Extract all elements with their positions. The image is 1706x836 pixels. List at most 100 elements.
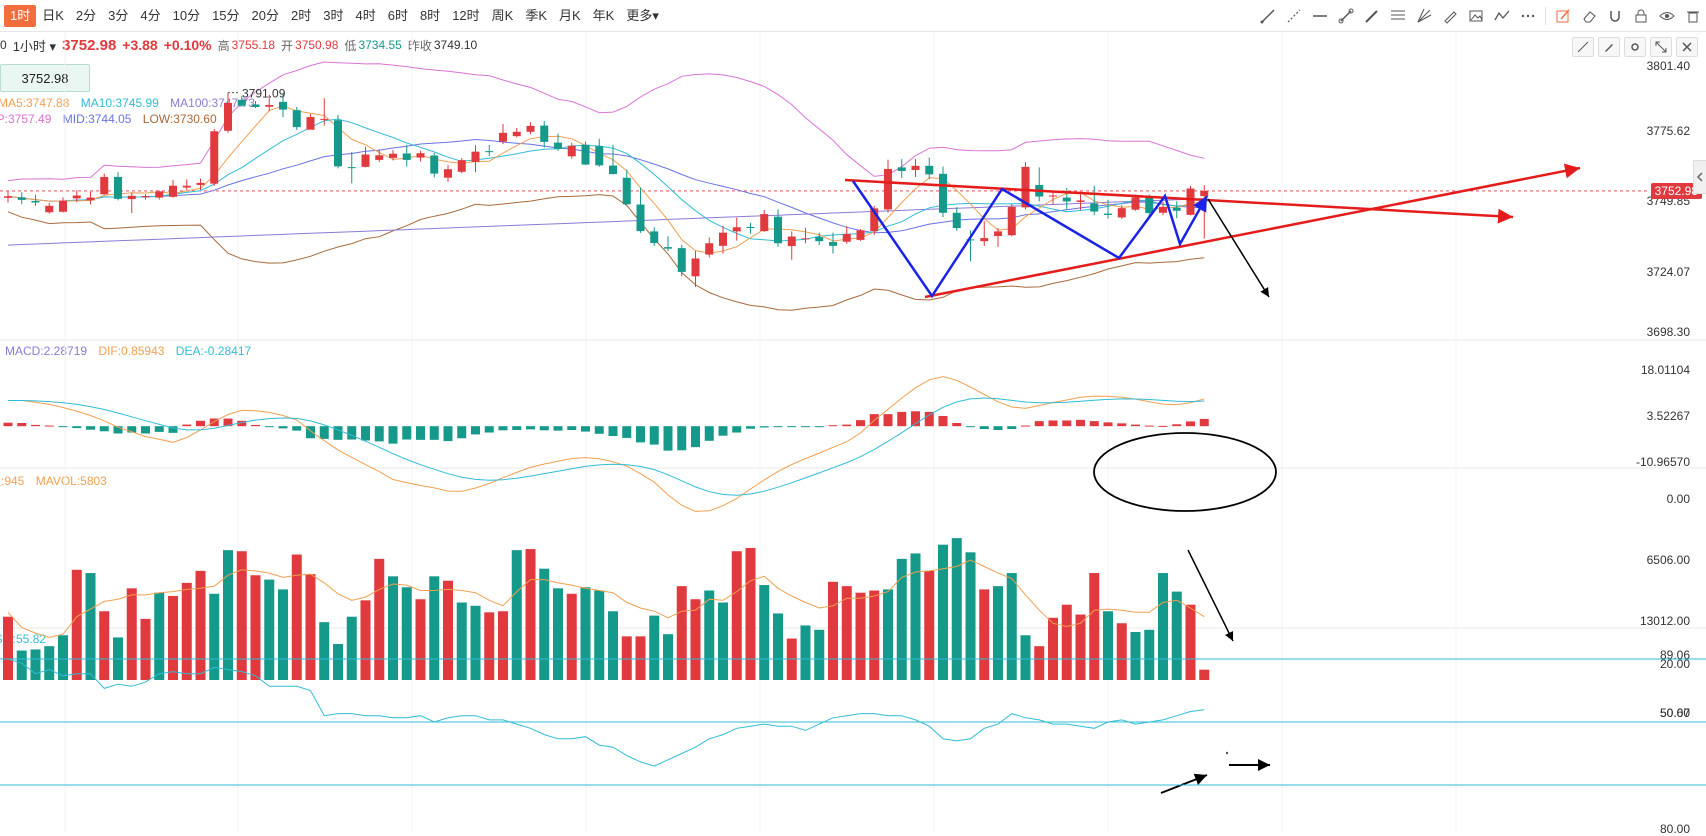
candle-body bbox=[114, 176, 122, 199]
macd-histogram-bar bbox=[966, 426, 975, 428]
volume-bar bbox=[16, 650, 27, 680]
macd-histogram-bar bbox=[1172, 424, 1182, 427]
macd-histogram-bar bbox=[471, 426, 480, 435]
timeframe-tab[interactable]: 6时 bbox=[387, 7, 408, 23]
open-value: 3750.98 bbox=[295, 38, 339, 52]
timeframe-tab[interactable]: 1时 bbox=[4, 4, 37, 27]
image-icon[interactable] bbox=[1463, 5, 1489, 27]
volume-bar bbox=[429, 576, 440, 680]
timeframe-tab[interactable]: 12时 bbox=[452, 7, 480, 23]
timeframe-tab[interactable]: 周K bbox=[491, 7, 514, 23]
macd-histogram-bar bbox=[883, 414, 893, 427]
brush-icon[interactable] bbox=[1437, 5, 1463, 27]
volume-bar bbox=[594, 590, 605, 680]
macd-histogram-bar bbox=[374, 426, 384, 442]
timeframe-tab[interactable]: 20分 bbox=[251, 7, 280, 23]
wave-icon[interactable] bbox=[1489, 5, 1515, 27]
trash-icon[interactable] bbox=[1680, 5, 1706, 27]
candle-body bbox=[1117, 208, 1126, 218]
macd-histogram-bar bbox=[1131, 424, 1140, 427]
timeframe-tab[interactable]: 2分 bbox=[75, 7, 97, 23]
price-change-pct: +0.10% bbox=[163, 37, 212, 53]
ray-line-icon[interactable] bbox=[1255, 5, 1281, 27]
magnet-icon[interactable] bbox=[1602, 5, 1628, 27]
macd-histogram-bar bbox=[911, 411, 920, 427]
timeframe-tab[interactable]: 15分 bbox=[212, 7, 240, 23]
volume-bar bbox=[951, 538, 962, 680]
candle-body bbox=[787, 236, 796, 247]
edit-icon[interactable] bbox=[1550, 5, 1576, 27]
macd-histogram-bar bbox=[993, 426, 1003, 430]
pen-line-icon[interactable] bbox=[1359, 5, 1385, 27]
volume-bar bbox=[209, 593, 220, 680]
fan-icon[interactable] bbox=[1411, 5, 1437, 27]
macd-histogram-bar bbox=[801, 426, 810, 428]
volume-bar bbox=[1199, 669, 1210, 680]
timeframe-tab[interactable]: 更多▾ bbox=[626, 7, 659, 23]
volume-label: 量:945 bbox=[0, 474, 25, 488]
macd-histogram-bar bbox=[512, 426, 522, 430]
rsi-tick: 50.67 bbox=[1659, 706, 1690, 720]
volume-bar bbox=[388, 576, 398, 680]
candle-body bbox=[554, 142, 562, 149]
volume-bar bbox=[85, 573, 96, 680]
low-label: 低 bbox=[344, 38, 357, 53]
macd-histogram-bar bbox=[1034, 421, 1044, 427]
timeframe-tab[interactable]: 年K bbox=[592, 7, 615, 23]
volume-bar bbox=[718, 602, 728, 680]
timeframe-tab[interactable]: 季K bbox=[525, 7, 547, 23]
ma10-line bbox=[7, 118, 1205, 242]
timeframe-tab[interactable]: 10分 bbox=[172, 7, 201, 23]
horizontal-line-icon[interactable] bbox=[1307, 5, 1333, 27]
eye-icon[interactable] bbox=[1654, 5, 1680, 27]
timeframe-tab[interactable]: 3时 bbox=[323, 7, 344, 23]
timeframe-tab[interactable]: 3分 bbox=[108, 7, 129, 23]
volume-bar bbox=[1171, 591, 1182, 680]
volume-bar bbox=[498, 611, 508, 680]
lock-icon[interactable] bbox=[1628, 5, 1654, 27]
candle-body bbox=[182, 185, 191, 188]
macd-histogram-bar bbox=[416, 426, 425, 440]
volume-bar bbox=[291, 554, 302, 680]
low-value: 3734.55 bbox=[358, 38, 402, 52]
close-icon[interactable] bbox=[1676, 37, 1698, 57]
timeframe-tab[interactable]: 4时 bbox=[355, 7, 376, 23]
fibonacci-icon[interactable] bbox=[1385, 5, 1411, 27]
dea-line bbox=[8, 397, 1205, 496]
draw-line-icon[interactable] bbox=[1572, 37, 1594, 57]
candle-body bbox=[897, 167, 906, 172]
volume-bar bbox=[800, 625, 811, 680]
macd-histogram-bar bbox=[787, 426, 797, 428]
timeframe-tab[interactable]: 日K bbox=[42, 7, 64, 23]
candle-body bbox=[471, 151, 480, 162]
eraser-icon[interactable] bbox=[1576, 5, 1602, 27]
candle-body bbox=[1062, 197, 1071, 202]
more-dots-icon[interactable] bbox=[1515, 5, 1541, 27]
timeframe-tab[interactable]: 2时 bbox=[291, 7, 312, 23]
macd-histogram-bar bbox=[264, 426, 274, 428]
macd-histogram-bar bbox=[58, 426, 68, 428]
candle-body bbox=[251, 104, 260, 108]
volume-bar bbox=[704, 590, 715, 680]
chevron-left-icon[interactable] bbox=[1693, 160, 1706, 194]
candle-body bbox=[320, 118, 329, 120]
volume-bar bbox=[484, 612, 495, 680]
macd-histogram-bar bbox=[99, 426, 109, 432]
volume-bar bbox=[346, 616, 357, 680]
candle-body bbox=[485, 151, 494, 153]
candle-body bbox=[361, 154, 370, 167]
timeframe-tab[interactable]: 8时 bbox=[419, 7, 441, 23]
segment-icon[interactable] bbox=[1333, 5, 1359, 27]
timeframe-tab[interactable]: 月K bbox=[559, 7, 581, 23]
timeframe-tab[interactable]: 4分 bbox=[140, 7, 161, 23]
expand-icon[interactable] bbox=[1650, 37, 1672, 57]
settings-icon[interactable] bbox=[1624, 37, 1646, 57]
draw-pen-icon[interactable] bbox=[1598, 37, 1620, 57]
candle-body bbox=[1049, 195, 1057, 197]
candle-body bbox=[622, 177, 631, 205]
price-change: +3.88 bbox=[122, 37, 158, 53]
period-selector[interactable]: 1小时 ▾ bbox=[12, 38, 57, 54]
trend-line-icon[interactable] bbox=[1281, 5, 1307, 27]
